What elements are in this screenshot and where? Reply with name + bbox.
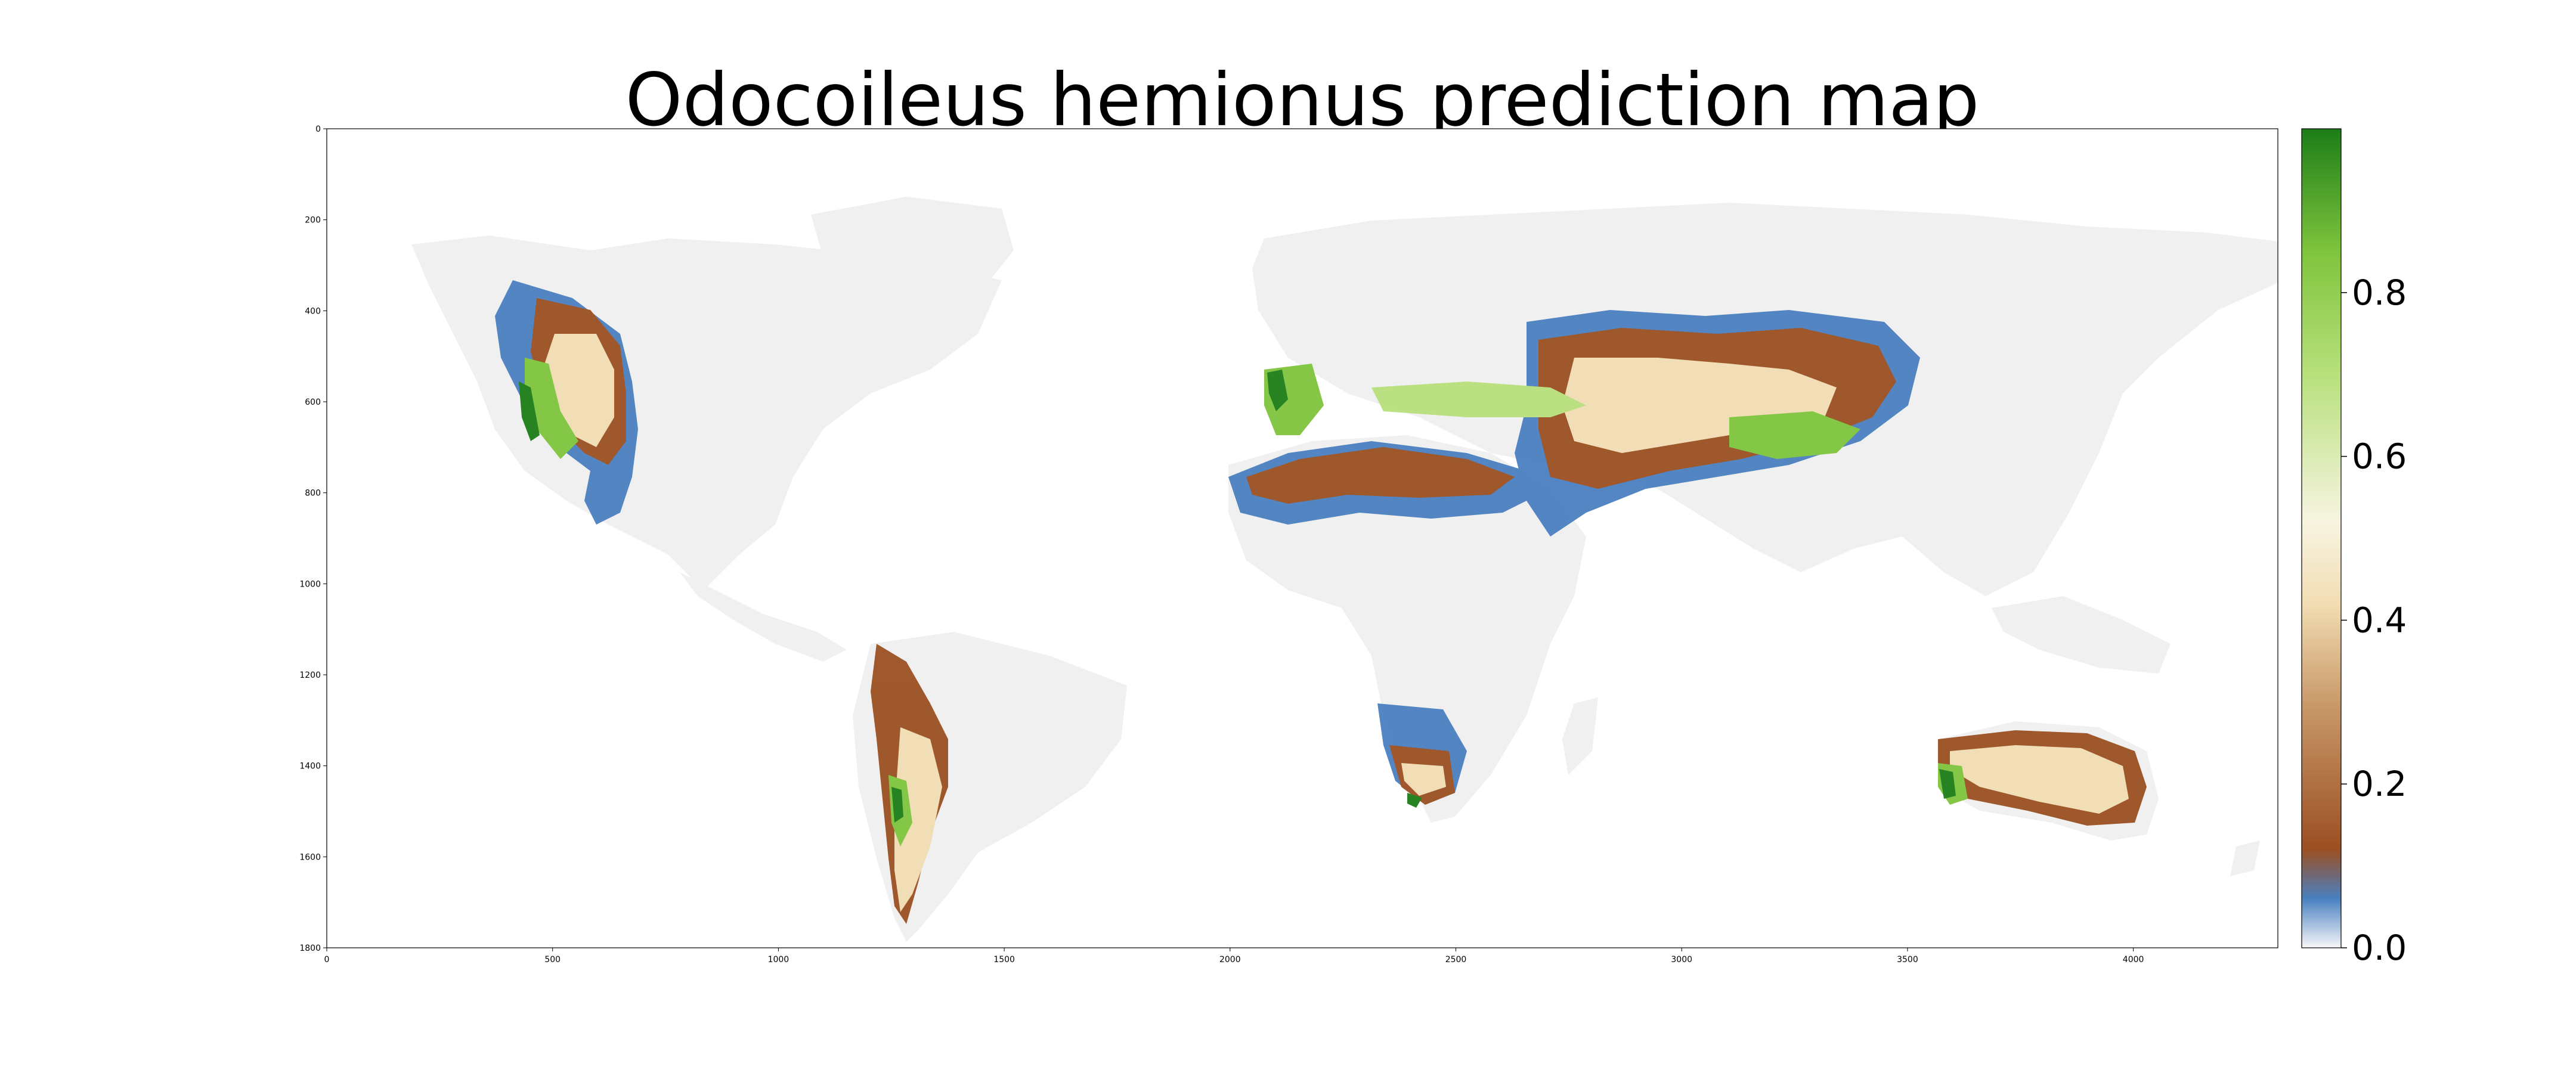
prediction-australia-peak — [1939, 769, 1956, 799]
prediction-south-africa-high — [1407, 793, 1422, 808]
y-tick-label: 600 — [305, 398, 321, 407]
prediction-north-america-peak — [519, 382, 540, 441]
prediction-north-america-core — [543, 334, 614, 447]
prediction-south-africa-core — [1401, 763, 1446, 796]
prediction-asia-high — [1729, 411, 1860, 459]
x-tick-label: 2500 — [1445, 955, 1467, 965]
y-tick-label: 1800 — [299, 944, 321, 953]
x-tick-label: 3000 — [1671, 955, 1692, 965]
land-madagascar — [1562, 697, 1598, 775]
x-tick-label: 0 — [324, 955, 330, 965]
axes-frame — [326, 128, 2278, 948]
y-axis-ticks: 0 200 400 600 800 1000 1200 1400 1600 1800 — [299, 125, 327, 953]
land-southeast-asia — [1992, 596, 2171, 674]
x-axis-ticks: 0 500 1000 1500 2000 2500 3000 3500 4000 — [324, 948, 2144, 965]
y-tick-label: 1200 — [299, 671, 321, 680]
x-tick-label: 500 — [544, 955, 561, 965]
colorbar-gradient — [2301, 128, 2342, 948]
prediction-south-america-core — [894, 727, 942, 912]
colorbar: 0.0 0.2 0.4 0.6 0.8 — [2301, 128, 2407, 968]
land-central-america — [680, 572, 847, 662]
prediction-mediterranean-high — [1371, 382, 1586, 417]
y-tick-label: 1000 — [299, 579, 321, 589]
prediction-iberia-peak — [1267, 370, 1288, 411]
colorbar-ticks: 0.0 0.2 0.4 0.6 0.8 — [2341, 272, 2407, 968]
y-tick-label: 1600 — [299, 852, 321, 862]
prediction-overlay — [495, 280, 2147, 924]
y-tick-label: 0 — [315, 125, 321, 134]
x-tick-label: 3500 — [1897, 955, 1918, 965]
x-tick-label: 1500 — [993, 955, 1015, 965]
land-africa — [1228, 435, 1586, 823]
prediction-sahara-mid — [1246, 447, 1515, 504]
colorbar-tick-label: 0.4 — [2352, 600, 2407, 640]
y-tick-label: 200 — [305, 216, 321, 225]
land-greenland — [811, 197, 1014, 334]
colorbar-tick-label: 0.8 — [2352, 272, 2407, 313]
y-tick-label: 1400 — [299, 762, 321, 771]
prediction-asia-core — [1562, 358, 1837, 453]
prediction-australia-core — [1950, 745, 2129, 814]
map-panel — [327, 129, 2278, 948]
prediction-north-america-high — [525, 358, 578, 459]
y-tick-label: 400 — [305, 306, 321, 316]
y-tick-label: 800 — [305, 489, 321, 498]
x-tick-label: 1000 — [768, 955, 789, 965]
colorbar-tick-label: 0.0 — [2352, 928, 2407, 968]
prediction-south-america-peak — [891, 787, 903, 823]
colorbar-tick-label: 0.2 — [2352, 764, 2407, 804]
map-title: Odocoileus hemionus prediction map — [626, 58, 1980, 142]
x-tick-label: 4000 — [2123, 955, 2144, 965]
colorbar-tick-label: 0.6 — [2352, 436, 2407, 477]
x-tick-label: 2000 — [1219, 955, 1241, 965]
land-new-zealand — [2230, 841, 2260, 876]
